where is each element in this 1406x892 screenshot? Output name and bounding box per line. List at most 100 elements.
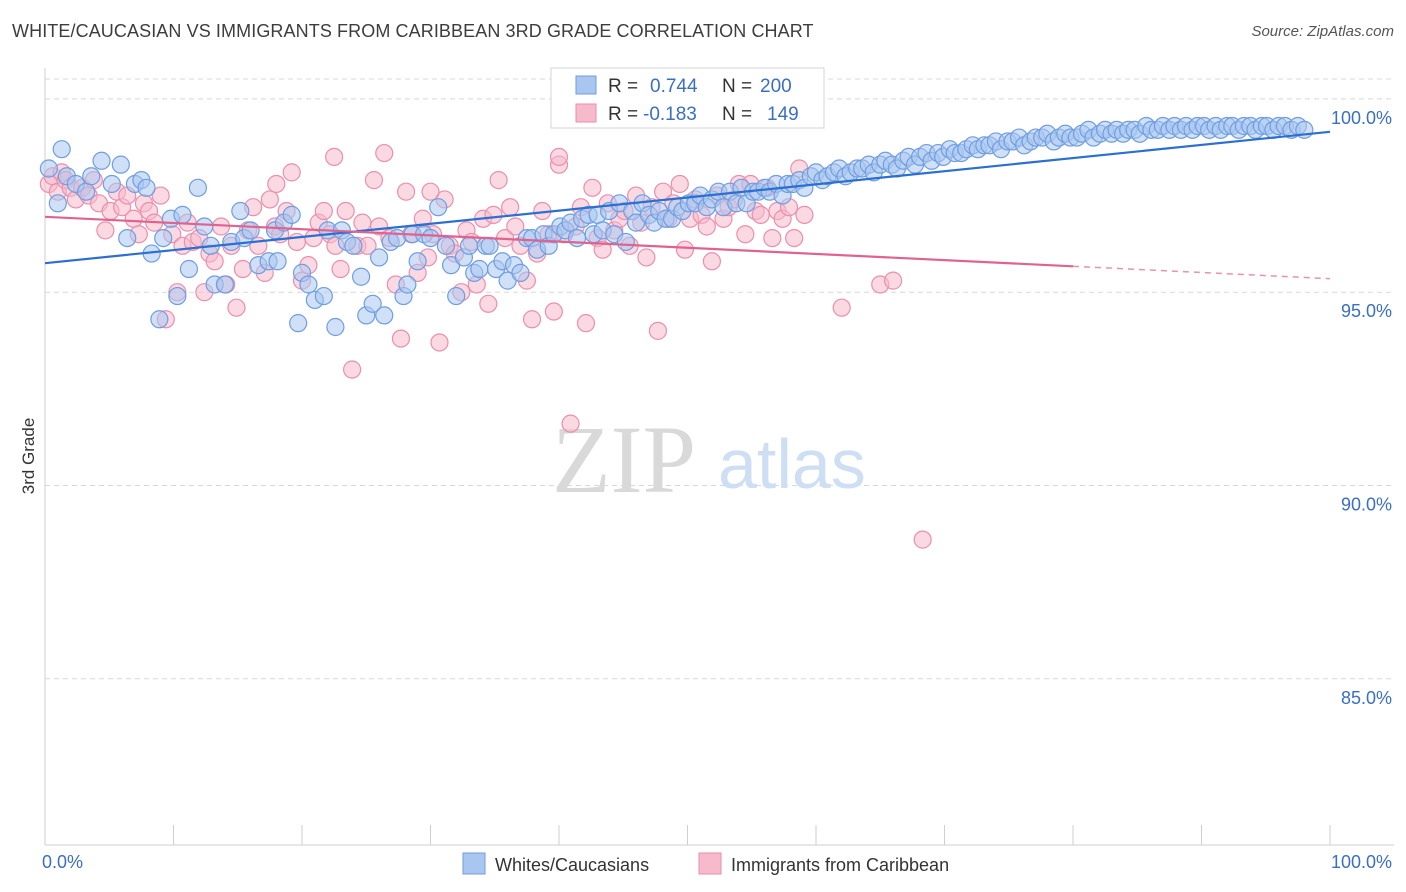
legend-n-value-2: 149 — [767, 104, 799, 125]
bottom-legend-swatch-blue — [462, 852, 486, 875]
caribbean-point — [267, 174, 286, 194]
white-point — [92, 151, 111, 170]
caribbean-point — [544, 302, 563, 321]
caribbean-point — [353, 213, 372, 232]
caribbean-point — [501, 198, 520, 217]
white-point — [421, 228, 440, 248]
x-axis-ticks — [44, 825, 1331, 845]
white-point — [118, 228, 137, 248]
caribbean-point — [795, 205, 814, 224]
trend-line-white — [44, 130, 1331, 265]
legend-swatch-pink — [575, 103, 597, 123]
caribbean-point — [205, 252, 224, 271]
white-point — [375, 306, 394, 325]
caribbean-point — [260, 190, 279, 209]
white-point — [195, 217, 214, 236]
caribbean-point — [314, 201, 333, 221]
white-point — [511, 263, 530, 282]
white-point — [268, 252, 287, 271]
caribbean-point — [561, 414, 580, 433]
legend-n-label-1: N = — [722, 76, 752, 97]
legend-n-label-2: N = — [722, 104, 752, 125]
caribbean-point — [343, 360, 362, 379]
gridlines — [45, 78, 1394, 680]
caribbean-point — [913, 530, 932, 549]
caribbean-point — [549, 147, 569, 167]
white-point — [326, 317, 345, 337]
y-tick-labels: 85.0% 90.0% 95.0% 100.0% — [1331, 108, 1392, 708]
caribbean-point — [751, 205, 770, 224]
caribbean-point — [522, 310, 542, 329]
white-point — [52, 140, 71, 159]
white-point — [429, 198, 448, 217]
caribbean-point — [396, 182, 416, 201]
white-point — [387, 228, 407, 248]
white-point — [150, 310, 169, 329]
white-point — [82, 167, 101, 186]
caribbean-point — [506, 217, 525, 236]
white-point — [241, 221, 260, 240]
white-point — [77, 182, 96, 201]
white-point — [314, 286, 333, 306]
caribbean-point — [479, 294, 498, 313]
trend-lines — [44, 130, 1331, 280]
caribbean-point — [336, 201, 355, 221]
white-point — [102, 174, 121, 194]
caribbean-point — [670, 174, 689, 194]
bottom-legend-label-caribbean: Immigrants from Caribbean — [731, 855, 949, 875]
white-point — [363, 294, 382, 313]
bottom-legend-label-white: Whites/Caucasians — [495, 855, 649, 875]
caribbean-point — [391, 329, 411, 348]
caribbean-point — [593, 240, 612, 259]
white-point — [480, 236, 499, 255]
caribbean-point — [832, 298, 851, 317]
white-point — [616, 232, 635, 252]
legend-r-value-2: -0.183 — [643, 104, 697, 125]
trend-line-caribbean — [44, 215, 1074, 268]
series-white-points — [39, 116, 1314, 337]
x-tick-label-right: 100.0% — [1331, 852, 1392, 872]
white-point — [289, 314, 308, 333]
watermark-atlas: atlas — [718, 425, 866, 503]
y-axis-title: 3rd Grade — [19, 418, 38, 495]
caribbean-point — [124, 209, 143, 228]
white-point — [173, 205, 192, 224]
white-point — [459, 236, 479, 255]
y-tick-label: 100.0% — [1331, 108, 1392, 128]
white-point — [344, 236, 363, 255]
caribbean-point — [233, 259, 252, 279]
caribbean-point — [331, 259, 350, 279]
chart-title: WHITE/CAUCASIAN VS IMMIGRANTS FROM CARIB… — [12, 21, 814, 41]
y-tick-label: 95.0% — [1341, 301, 1392, 321]
white-point — [470, 259, 489, 279]
caribbean-point — [151, 186, 170, 205]
y-tick-label: 90.0% — [1341, 494, 1392, 514]
caribbean-point — [637, 248, 656, 267]
white-point — [398, 275, 417, 294]
y-tick-label: 85.0% — [1341, 688, 1392, 708]
caribbean-point — [370, 217, 389, 236]
white-point — [39, 159, 58, 178]
trend-line-caribbean-extrapolated — [1072, 265, 1331, 280]
caribbean-point — [96, 221, 115, 240]
caribbean-point — [697, 217, 716, 236]
caribbean-point — [227, 298, 246, 317]
caribbean-point — [675, 240, 695, 259]
caribbean-point — [325, 147, 344, 167]
white-point — [282, 205, 301, 224]
caribbean-point — [785, 228, 804, 248]
x-tick-label-left: 0.0% — [42, 852, 83, 872]
caribbean-point — [375, 143, 394, 163]
source-label: Source: ZipAtlas.com — [1251, 23, 1394, 40]
series-legend: Whites/Caucasians Immigrants from Caribb… — [462, 852, 949, 875]
white-point — [154, 228, 173, 248]
legend-n-value-1: 200 — [760, 76, 792, 97]
white-point — [408, 252, 427, 271]
caribbean-point — [736, 225, 755, 244]
caribbean-point — [648, 321, 668, 340]
white-point — [111, 155, 130, 174]
white-point — [168, 286, 187, 306]
white-point — [352, 267, 371, 286]
bottom-legend-swatch-pink — [698, 852, 722, 875]
white-point — [370, 248, 389, 267]
